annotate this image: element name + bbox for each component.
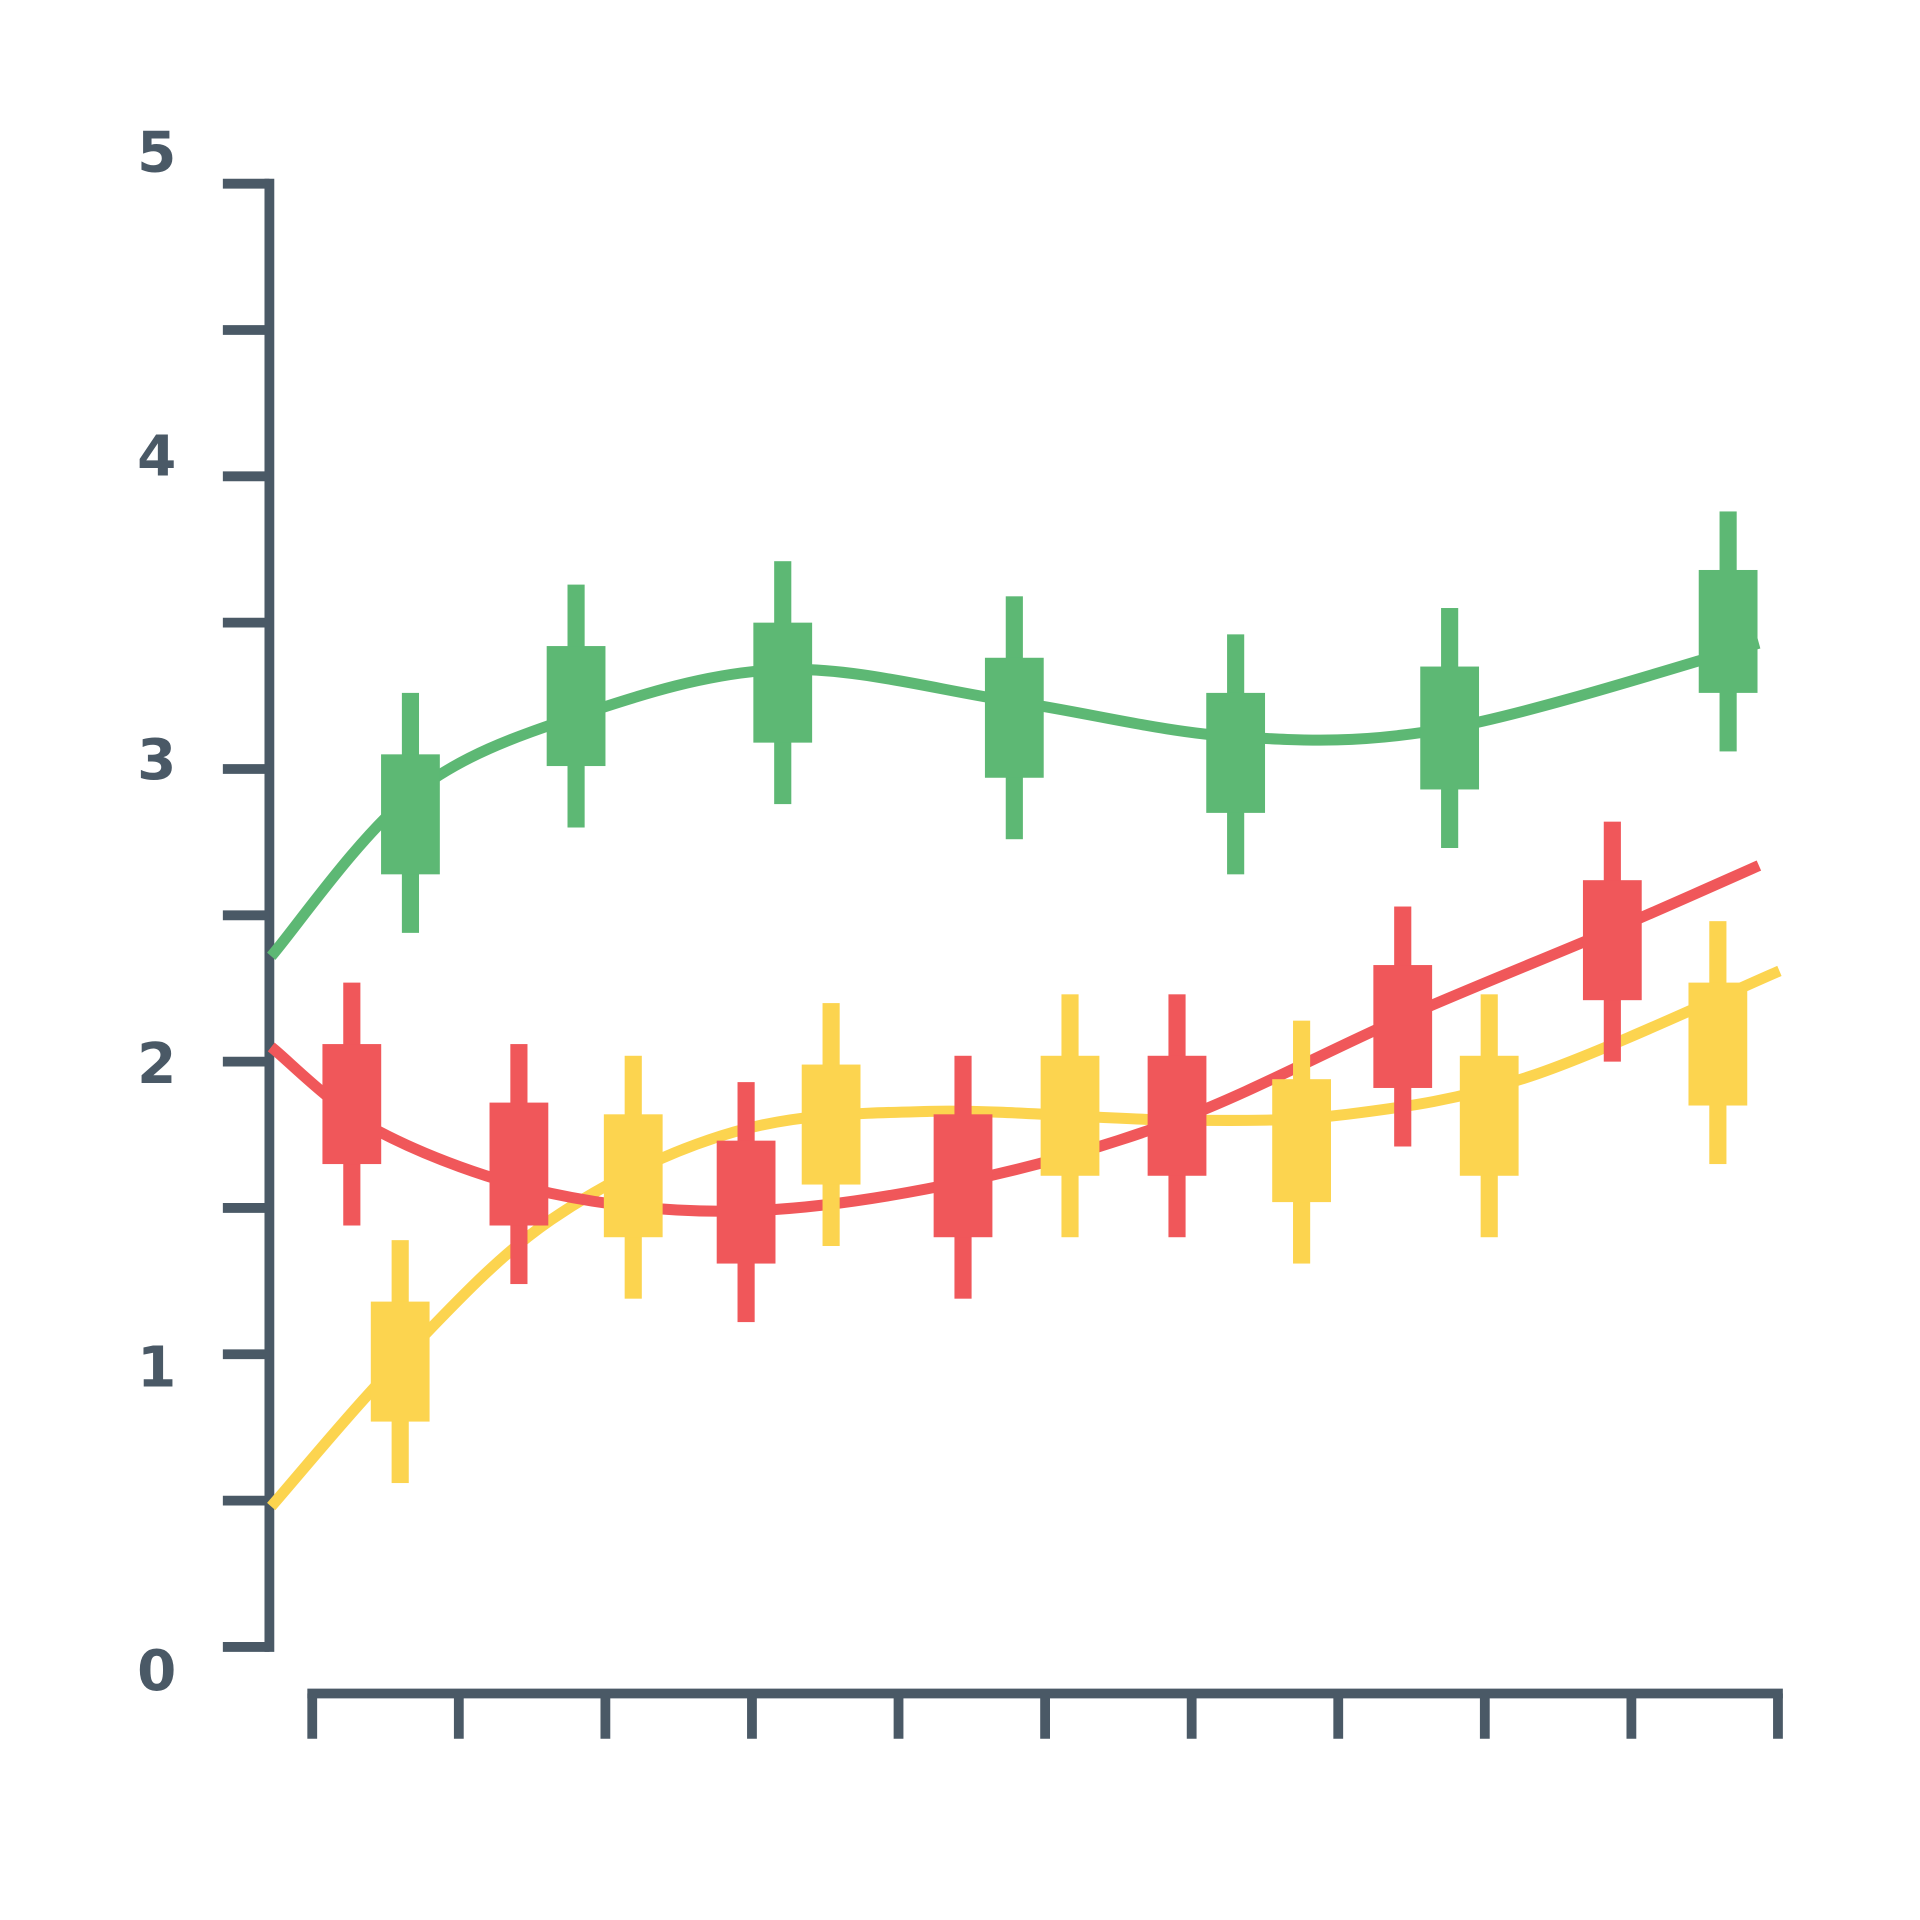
- candle-body: [753, 622, 813, 743]
- candle-body: [1582, 880, 1642, 1001]
- candle-body: [546, 646, 606, 767]
- y-tick-label: 3: [137, 728, 176, 793]
- trend-line: [267, 965, 1782, 1511]
- candle-body: [1206, 692, 1266, 813]
- candle-body: [1688, 982, 1748, 1106]
- candle-body: [1147, 1055, 1207, 1176]
- candle-body: [801, 1064, 861, 1185]
- y-tick-label: 2: [137, 1032, 176, 1097]
- y-tick-label: 0: [137, 1639, 176, 1704]
- candle-body: [1698, 569, 1758, 693]
- candle-body: [1459, 1055, 1519, 1176]
- y-tick-label: 4: [137, 424, 176, 489]
- candle-body: [1420, 666, 1480, 790]
- candle-body: [933, 1114, 993, 1238]
- candle-body: [381, 754, 440, 875]
- candle-body: [370, 1301, 430, 1422]
- candle-body: [489, 1102, 549, 1226]
- candle-body: [1373, 965, 1433, 1088]
- y-tick-label: 5: [137, 121, 176, 186]
- candle-body: [984, 657, 1044, 778]
- y-tick-label: 1: [137, 1335, 176, 1400]
- candle-body: [603, 1114, 663, 1238]
- candle-body: [322, 1044, 382, 1165]
- candle-body: [1272, 1079, 1331, 1203]
- candle-body: [716, 1140, 776, 1264]
- candle-body: [1040, 1055, 1100, 1176]
